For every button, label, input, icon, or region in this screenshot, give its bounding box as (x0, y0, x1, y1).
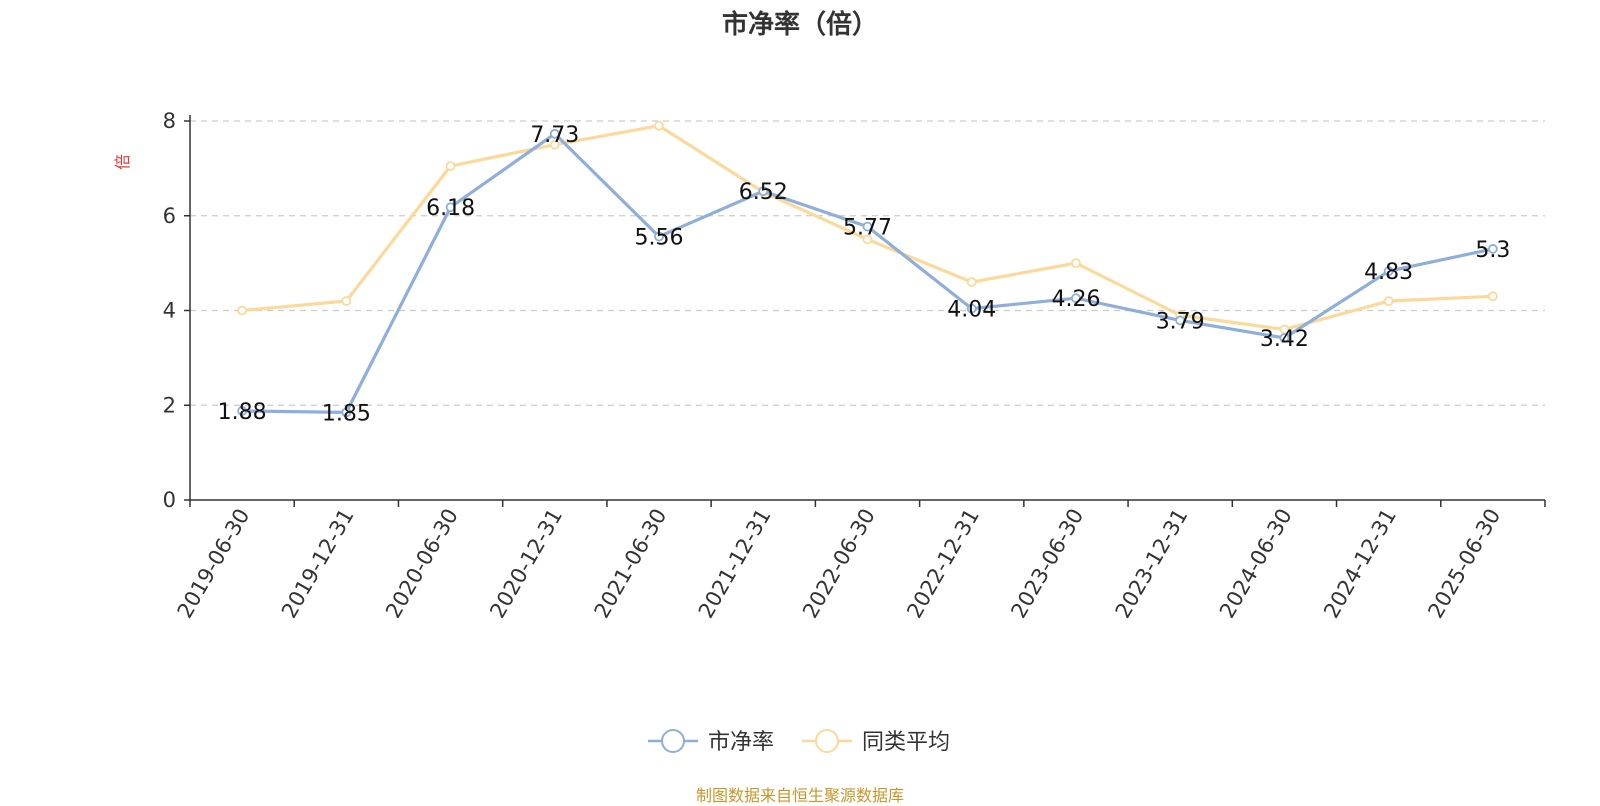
data-point-0 (1487, 244, 1498, 254)
data-point-1 (862, 234, 873, 245)
data-point-1 (341, 296, 352, 306)
x-tick-label: 2019-06-30 (173, 505, 255, 623)
data-label: 6.52 (739, 180, 788, 205)
data-source-note: 制图数据来自恒生聚源数据库 (695, 786, 904, 805)
y-tick-label: 2 (163, 393, 176, 417)
y-tick-label: 4 (163, 299, 176, 323)
data-point-0 (341, 407, 352, 418)
data-label: 6.18 (426, 196, 475, 221)
data-point-1 (1383, 296, 1394, 306)
y-axis-unit-label: 倍 (113, 154, 132, 170)
series-line-0 (242, 132, 1494, 414)
data-point-1 (549, 139, 560, 150)
data-label: 3.79 (1156, 309, 1205, 334)
y-tick-label: 0 (163, 488, 176, 512)
data-point-1 (966, 277, 977, 287)
data-label: 4.04 (947, 298, 996, 323)
data-label: 7.73 (530, 123, 579, 148)
data-point-0 (445, 202, 456, 213)
data-point-0 (966, 303, 977, 314)
x-tick-label: 2021-06-30 (590, 505, 672, 623)
data-point-0 (1071, 293, 1081, 304)
data-point-1 (1071, 258, 1081, 269)
y-tick-label: 8 (163, 109, 176, 133)
data-label: 4.83 (1364, 260, 1413, 285)
data-point-0 (862, 221, 873, 232)
data-point-1 (237, 305, 248, 316)
x-tick-label: 2022-06-30 (798, 505, 880, 623)
data-label: 3.42 (1260, 327, 1309, 352)
chart-title: 市净率（倍） (721, 10, 878, 40)
x-tick-label: 2021-12-31 (694, 505, 776, 623)
data-label: 1.85 (322, 401, 371, 426)
data-point-1 (1487, 291, 1498, 302)
x-tick-label: 2023-06-30 (1006, 505, 1088, 623)
data-point-0 (237, 406, 248, 416)
x-tick-label: 2025-06-30 (1423, 505, 1505, 623)
x-tick-label: 2024-12-31 (1319, 505, 1401, 623)
data-label: 1.88 (218, 400, 267, 425)
data-label: 5.3 (1475, 238, 1510, 263)
data-label: 5.56 (635, 226, 684, 251)
data-label: 5.77 (843, 216, 892, 241)
legend-marker-0 (661, 729, 685, 753)
x-tick-label: 2019-12-31 (277, 505, 359, 623)
legend-marker-1 (815, 729, 839, 753)
x-tick-label: 2020-12-31 (485, 505, 567, 623)
data-point-0 (654, 231, 664, 242)
data-point-0 (1383, 266, 1394, 277)
data-point-0 (1175, 315, 1186, 326)
x-tick-label: 2024-06-30 (1215, 505, 1297, 623)
x-tick-label: 2022-12-31 (902, 504, 984, 622)
legend-label-1: 同类平均 (862, 730, 950, 755)
y-tick-label: 6 (163, 204, 176, 228)
data-point-1 (654, 120, 664, 131)
x-tick-label: 2023-12-31 (1111, 505, 1193, 623)
data-point-0 (758, 186, 769, 197)
data-point-0 (549, 128, 560, 139)
data-label: 4.26 (1051, 287, 1100, 312)
data-point-0 (1279, 333, 1290, 343)
legend-label-0: 市净率 (708, 730, 774, 755)
data-point-1 (445, 161, 456, 171)
x-tick-label: 2020-06-30 (381, 504, 463, 622)
